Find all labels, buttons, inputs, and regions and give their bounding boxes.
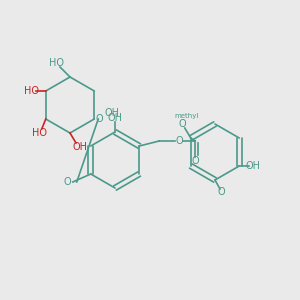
Text: methyl: methyl <box>175 113 199 119</box>
Text: OH: OH <box>107 113 122 123</box>
Text: O: O <box>64 177 72 187</box>
Text: OH: OH <box>105 108 120 118</box>
Text: OH: OH <box>246 161 261 171</box>
Text: O: O <box>95 114 103 124</box>
Text: O: O <box>217 187 225 197</box>
Text: HO: HO <box>49 58 64 68</box>
Text: HO: HO <box>32 128 47 138</box>
Text: O: O <box>179 119 187 129</box>
Text: HO: HO <box>24 86 39 96</box>
Text: O: O <box>176 136 183 146</box>
Text: OH: OH <box>73 142 88 152</box>
Text: O: O <box>191 156 199 166</box>
